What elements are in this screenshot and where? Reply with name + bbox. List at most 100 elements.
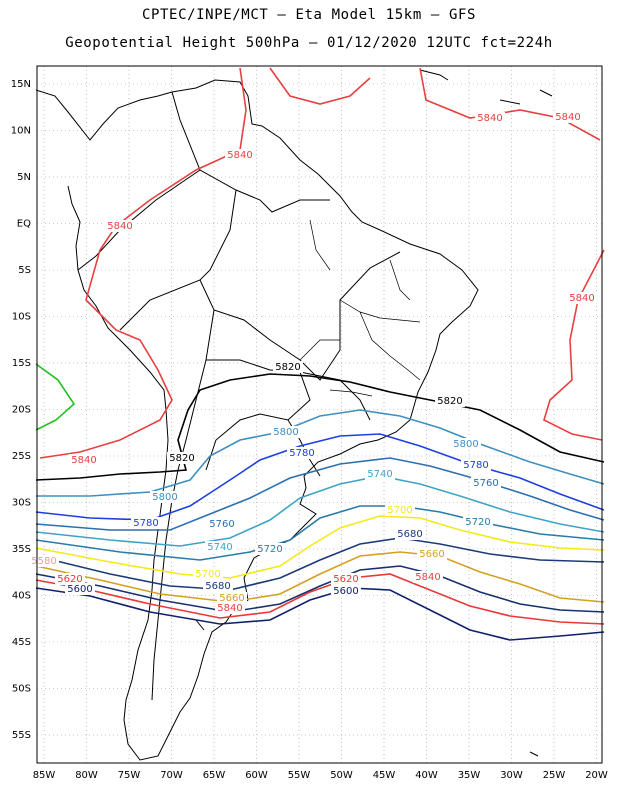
longitude-tick-label: 45W (373, 770, 396, 781)
contour-label-background (385, 504, 415, 516)
contour-label-5840: 5840 (227, 150, 252, 161)
contour-label-5720: 5720 (257, 544, 282, 555)
contour-5660 (35, 551, 605, 603)
longitude-tick-label: 80W (75, 770, 98, 781)
south-america-coastline (35, 79, 479, 761)
contour-label-background (331, 585, 361, 597)
contour-label-background (475, 112, 505, 124)
contour-label-background (331, 573, 361, 585)
longitude-tick-label: 40W (415, 770, 438, 781)
contour-label-5700: 5700 (195, 569, 220, 580)
contour-label-background (167, 452, 197, 464)
contour-label-5800: 5800 (453, 439, 478, 450)
contour-label-5700: 5700 (387, 505, 412, 516)
longitude-tick-label: 20W (585, 770, 608, 781)
longitude-tick-label: 35W (458, 770, 481, 781)
contour-label-5840: 5840 (71, 455, 96, 466)
map-background (37, 66, 602, 763)
longitude-tick-label: 70W (160, 770, 183, 781)
contour-label-background (471, 477, 501, 489)
contour-label-5760: 5760 (473, 478, 498, 489)
contour-5740 (35, 475, 605, 547)
contour-label-background (225, 149, 255, 161)
chart-title: CPTEC/INPE/MCT – Eta Model 15km – GFS (141, 7, 477, 23)
contour-label-background (273, 361, 303, 373)
contour-5680 (35, 537, 605, 591)
contour-label-5680: 5680 (397, 529, 422, 540)
longitude-tick-label: 75W (118, 770, 141, 781)
contour-label-5840: 5840 (555, 112, 580, 123)
contour-label-5740: 5740 (207, 542, 232, 553)
latitude-tick-label: 10N (11, 126, 31, 137)
longitude-tick-label: 60W (245, 770, 268, 781)
contour-label-5760: 5760 (209, 519, 234, 530)
contour-label-background (417, 548, 447, 560)
contour-label-5780: 5780 (463, 460, 488, 471)
latitude-tick-label: 45S (12, 637, 31, 648)
longitude-tick-label: 65W (203, 770, 226, 781)
contour-label-5660: 5660 (419, 549, 444, 560)
contour-label-background (150, 491, 180, 503)
contour-label-5600: 5600 (67, 584, 92, 595)
contour-label-background (207, 518, 237, 530)
contour-label-5660: 5660 (219, 593, 244, 604)
contour-label-5740: 5740 (367, 469, 392, 480)
latitude-tick-label: 30S (12, 498, 31, 509)
contour-label-background (193, 568, 223, 580)
contour-label-background (567, 292, 597, 304)
contour-label-background (215, 602, 245, 614)
contour-label-5620: 5620 (57, 574, 82, 585)
contour-label-5780: 5780 (289, 448, 314, 459)
contour-label-5780: 5780 (133, 518, 158, 529)
contour-5760 (35, 457, 605, 531)
contour-label-5800: 5800 (273, 427, 298, 438)
longitude-tick-label: 50W (330, 770, 353, 781)
contour-label-5840: 5840 (569, 293, 594, 304)
latitude-tick-label: 5N (17, 172, 31, 183)
contour-label-5840: 5840 (217, 603, 242, 614)
contour-label-background (553, 111, 583, 123)
longitude-tick-label: 85W (33, 770, 56, 781)
contour-label-background (105, 220, 135, 232)
contour-label-background (395, 528, 425, 540)
contour-label-5840: 5840 (477, 113, 502, 124)
contour-5860-west (35, 363, 76, 431)
chart-subtitle: Geopotential Height 500hPa – 01/12/2020 … (65, 35, 553, 51)
contour-5640 (35, 565, 605, 613)
longitude-tick-label: 25W (543, 770, 566, 781)
contour-label-5840: 5840 (415, 572, 440, 583)
contour-label-background (203, 580, 233, 592)
contour-label-background (217, 592, 247, 604)
contour-label-5820: 5820 (169, 453, 194, 464)
latitude-tick-label: 40S (12, 591, 31, 602)
longitude-tick-label: 55W (288, 770, 311, 781)
brazil-states (299, 219, 421, 397)
latitude-tick-label: 20S (12, 405, 31, 416)
contour-label-background (461, 459, 491, 471)
contour-label-5820: 5820 (437, 396, 462, 407)
chart-titles: CPTEC/INPE/MCT – Eta Model 15km – GFS Ge… (0, 0, 618, 64)
contour-label-background (69, 454, 99, 466)
contour-5720 (35, 505, 605, 561)
lat-lon-grid (37, 66, 602, 763)
contour-5840-east (543, 249, 605, 441)
latitude-tick-label: 35S (12, 544, 31, 555)
latitude-tick-label: 15N (11, 79, 31, 90)
contour-label-5580: 5580 (31, 556, 56, 567)
contour-label-5680: 5680 (205, 581, 230, 592)
contour-label-5720: 5720 (465, 517, 490, 528)
latitude-tick-label: 10S (12, 312, 31, 323)
axis-tick-labels: 85W 80W 75W 70W 65W 60W 55W 50W 45W 40W 35W 30W 25W 2… (11, 79, 608, 781)
contour-label-background (205, 541, 235, 553)
latitude-tick-label: 5S (18, 265, 31, 276)
latitude-tick-label: 25S (12, 451, 31, 462)
longitude-tick-label: 30W (500, 770, 523, 781)
contour-label-background (255, 543, 285, 555)
contour-label-background (271, 426, 301, 438)
contour-label-5820: 5820 (275, 362, 300, 373)
contour-5840-north (39, 67, 247, 459)
contour-labels: 5840 5840 5840 5840 5840 5840 5840 5840 5820 5820… (29, 111, 597, 614)
latitude-tick-label: 50S (12, 684, 31, 695)
latitude-tick-label: 55S (12, 730, 31, 741)
contour-5700 (35, 515, 605, 579)
